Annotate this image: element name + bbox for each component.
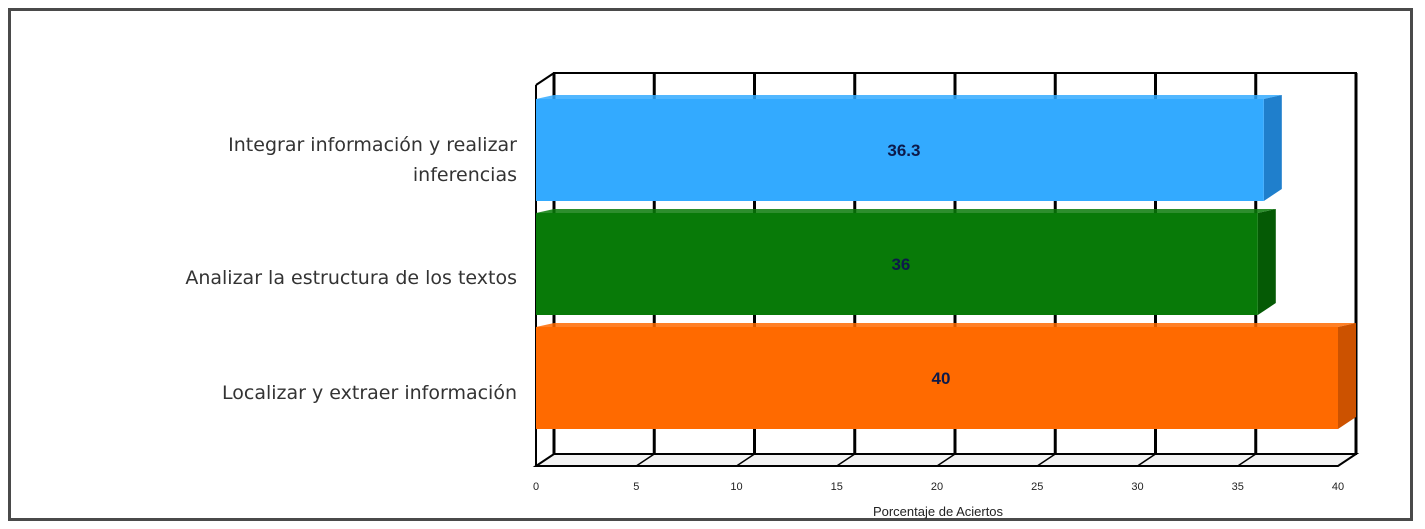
data-label: 40 [932,369,951,388]
x-tick-label: 20 [931,481,943,493]
x-tick-label: 30 [1131,481,1143,493]
bar-top-face [536,323,1356,327]
bar-side-face [1338,323,1356,429]
floor-gridline [1036,453,1056,467]
bar [536,327,1338,429]
category-label-localizar-line1: Localizar y extraer información [222,382,517,404]
category-label-integrar: Integrar información y realizar inferenc… [97,130,517,190]
floor-gridline [535,453,555,467]
x-tick-label: 5 [633,481,639,493]
bar [536,99,1264,201]
floor-gridline [635,453,655,467]
floor-gridline [736,453,755,467]
bar-side-face [1257,209,1276,315]
x-tick-label: 25 [1031,481,1043,493]
category-label-integrar-line2: inferencias [412,164,517,186]
x-tick-label: 15 [831,481,843,493]
floor-gridline [936,453,956,467]
x-tick-label: 40 [1332,481,1344,493]
plot-top-left-edge [535,72,555,86]
x-axis-title: Porcentaje de Aciertos [873,504,1004,519]
bar-top-face [536,209,1276,213]
data-label: 36.3 [887,141,920,160]
x-tick-label: 0 [533,481,539,493]
bar-side-face [1263,95,1282,201]
category-label-localizar: Localizar y extraer información [97,378,517,408]
bar [536,213,1258,315]
floor-gridline [1137,453,1156,467]
data-label: 36 [891,255,910,274]
category-label-integrar-line1: Integrar información y realizar [228,134,517,156]
floor-gridline [1237,453,1257,467]
floor-gridline [1337,453,1357,467]
category-label-analizar-line1: Analizar la estructura de los textos [185,267,517,289]
bar-top-face [536,95,1282,99]
x-tick-label: 10 [730,481,742,493]
floor-gridline [836,453,856,467]
x-tick-label: 35 [1232,481,1244,493]
category-label-analizar: Analizar la estructura de los textos [97,263,517,293]
